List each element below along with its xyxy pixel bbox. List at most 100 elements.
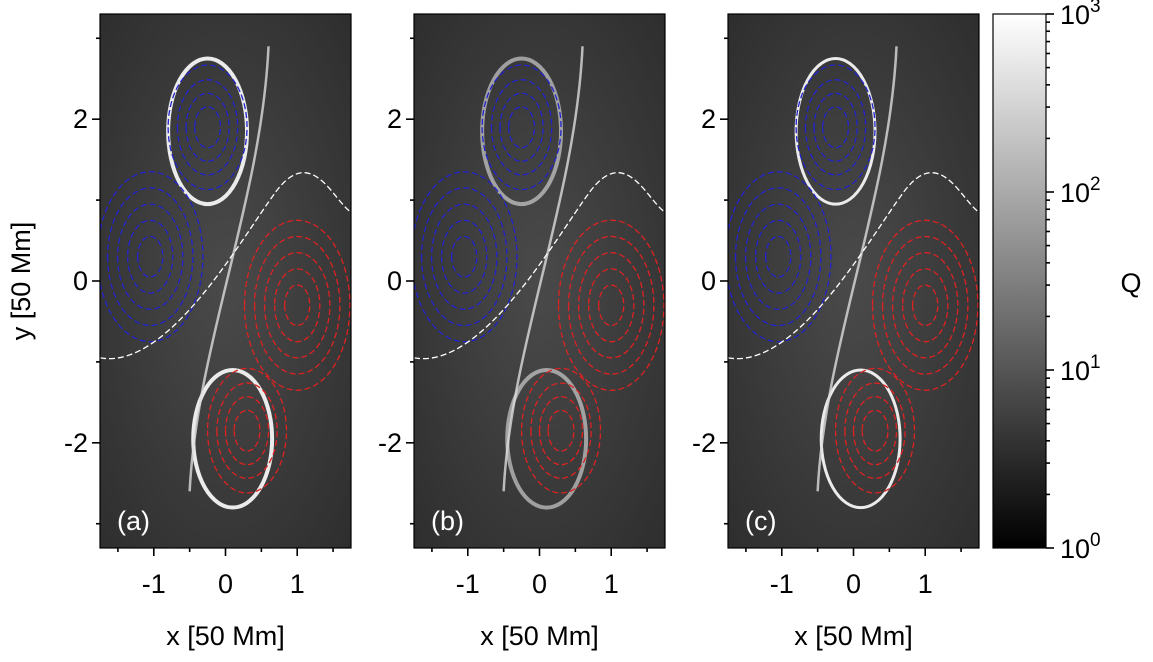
contour-positive bbox=[206, 367, 288, 494]
contour-negative bbox=[499, 92, 544, 162]
contour-negative bbox=[167, 64, 248, 191]
contour-negative bbox=[490, 79, 553, 176]
contour-neutral bbox=[100, 172, 351, 360]
contour-positive bbox=[844, 382, 906, 479]
contour-negative bbox=[100, 171, 204, 343]
x-tick-label: 0 bbox=[532, 569, 547, 599]
contour-negative bbox=[185, 92, 230, 162]
y-tick-label: 0 bbox=[387, 266, 402, 296]
contour-positive bbox=[861, 409, 889, 452]
contour-negative bbox=[414, 171, 518, 343]
contour-positive bbox=[881, 235, 969, 375]
q-ridge bbox=[505, 367, 589, 510]
contour-positive bbox=[216, 382, 278, 479]
x-tick-label: 1 bbox=[290, 569, 305, 599]
x-tick-label: 0 bbox=[218, 569, 233, 599]
contour-neutral bbox=[414, 172, 665, 360]
contour-positive bbox=[557, 219, 665, 391]
colorbar-tick-label: 100 bbox=[1060, 530, 1101, 564]
y-tick-label: -2 bbox=[378, 428, 402, 458]
contour-positive bbox=[598, 284, 625, 327]
contour-negative bbox=[754, 219, 802, 294]
contour-negative bbox=[194, 106, 222, 149]
colorbar-tick-label: 103 bbox=[1060, 0, 1101, 30]
y-tick-label: 2 bbox=[701, 104, 716, 134]
q-ridge bbox=[191, 367, 275, 510]
contour-negative bbox=[822, 106, 850, 149]
contour-positive bbox=[912, 284, 939, 327]
y-tick-label: 0 bbox=[73, 266, 88, 296]
colorbar: 103 102 101 100 Q bbox=[992, 0, 1142, 564]
panel-3: (c) -1 0 1 -2 0 2 x [50 Mm] bbox=[692, 13, 980, 651]
x-axis-label: x [50 Mm] bbox=[794, 621, 913, 651]
contour-negative bbox=[116, 203, 184, 310]
contour-negative bbox=[176, 79, 239, 176]
contour-positive bbox=[891, 252, 959, 359]
contour-negative bbox=[430, 203, 498, 310]
heatmap-features bbox=[414, 46, 665, 510]
y-axis-label: y [50 Mm] bbox=[6, 222, 36, 341]
contour-positive bbox=[224, 396, 270, 466]
contour-negative bbox=[440, 219, 488, 294]
contour-positive bbox=[243, 219, 351, 391]
heatmap-features bbox=[728, 46, 979, 510]
x-axis-label: x [50 Mm] bbox=[480, 621, 599, 651]
contour-positive bbox=[253, 235, 341, 375]
contour-negative bbox=[744, 203, 812, 310]
contour-positive bbox=[538, 396, 584, 466]
x-tick-label: 1 bbox=[918, 569, 933, 599]
contour-positive bbox=[273, 268, 321, 343]
panels: (a) -1 0 1 -2 0 2 x [50 Mm] (b) -1 0 1 -2 0 2 x [50 Mm]… bbox=[64, 13, 980, 651]
contour-negative bbox=[451, 235, 478, 278]
contour-negative bbox=[804, 79, 867, 176]
contour-positive bbox=[852, 396, 898, 466]
contour-negative bbox=[137, 235, 164, 278]
contour-positive bbox=[520, 367, 602, 494]
heatmap-background bbox=[414, 14, 665, 548]
heatmap-background bbox=[728, 14, 979, 548]
contour-negative bbox=[795, 64, 876, 191]
contour-negative bbox=[728, 171, 832, 343]
y-tick-label: 0 bbox=[701, 266, 716, 296]
contour-positive bbox=[567, 235, 655, 375]
q-ridge bbox=[502, 46, 584, 492]
contour-negative bbox=[765, 235, 792, 278]
x-tick-label: 0 bbox=[846, 569, 861, 599]
contour-positive bbox=[577, 252, 645, 359]
contour-positive bbox=[901, 268, 949, 343]
contour-positive bbox=[871, 219, 979, 391]
contour-negative bbox=[126, 219, 174, 294]
x-tick-label: 1 bbox=[604, 569, 619, 599]
heatmap-features bbox=[100, 46, 351, 510]
contour-negative bbox=[420, 187, 508, 327]
y-tick-label: -2 bbox=[64, 428, 88, 458]
heatmap-background bbox=[100, 14, 351, 548]
panel-label: (a) bbox=[117, 506, 150, 536]
colorbar-tick-label: 102 bbox=[1060, 174, 1101, 208]
colorbar-gradient bbox=[992, 13, 1047, 549]
contour-negative bbox=[508, 106, 536, 149]
x-tick-label: -1 bbox=[456, 569, 480, 599]
colorbar-ticks: 103 102 101 100 bbox=[1046, 0, 1101, 564]
contour-negative bbox=[481, 64, 562, 191]
q-ridge bbox=[819, 368, 902, 510]
q-ridge bbox=[816, 46, 898, 492]
panel-label: (b) bbox=[431, 506, 464, 536]
contour-positive bbox=[530, 382, 592, 479]
panel-1: (a) -1 0 1 -2 0 2 x [50 Mm] bbox=[64, 13, 352, 651]
y-tick-label: 2 bbox=[73, 104, 88, 134]
y-tick-label: -2 bbox=[692, 428, 716, 458]
panel-2: (b) -1 0 1 -2 0 2 x [50 Mm] bbox=[378, 13, 666, 651]
contour-negative bbox=[106, 187, 194, 327]
contour-positive bbox=[263, 252, 331, 359]
contour-negative bbox=[734, 187, 822, 327]
contour-positive bbox=[547, 409, 575, 452]
colorbar-tick-label: 101 bbox=[1060, 352, 1101, 386]
x-tick-label: -1 bbox=[770, 569, 794, 599]
contour-positive bbox=[233, 409, 261, 452]
x-tick-label: -1 bbox=[142, 569, 166, 599]
contour-positive bbox=[587, 268, 635, 343]
x-axis-label: x [50 Mm] bbox=[166, 621, 285, 651]
panel-label: (c) bbox=[745, 506, 776, 536]
